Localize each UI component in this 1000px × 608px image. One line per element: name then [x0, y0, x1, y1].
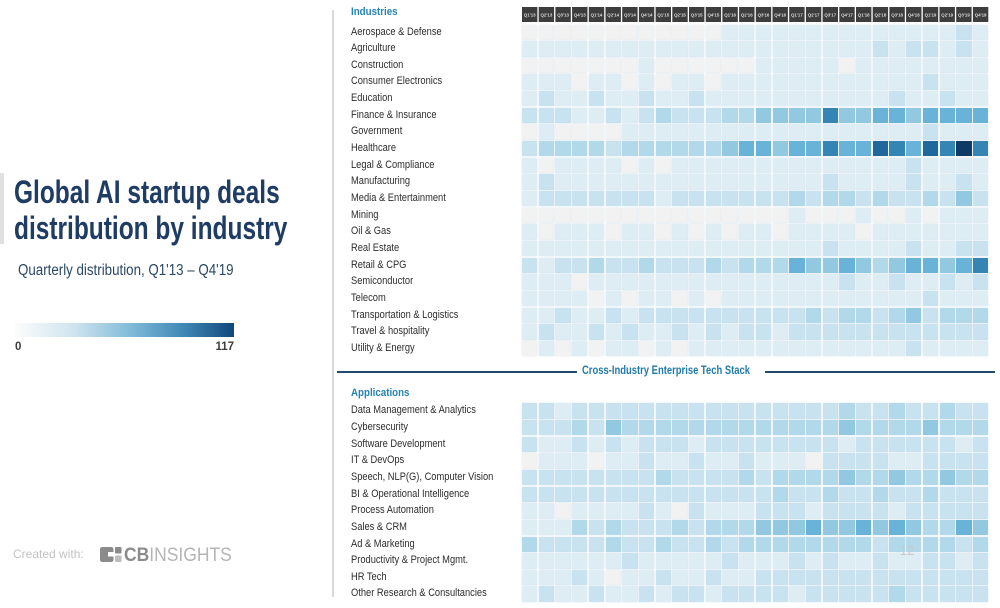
- svg-text:Q1'15: Q1'15: [657, 13, 669, 18]
- svg-text:Q4'19: Q4'19: [975, 13, 987, 18]
- svg-text:Q1'17: Q1'17: [791, 13, 803, 18]
- svg-text:Q3'13: Q3'13: [557, 13, 569, 18]
- svg-text:Q4'18: Q4'18: [908, 13, 920, 18]
- svg-text:Q3'15: Q3'15: [691, 13, 703, 18]
- svg-text:Q2'18: Q2'18: [875, 13, 887, 18]
- svg-text:Q2'14: Q2'14: [607, 13, 619, 18]
- svg-text:Q4'15: Q4'15: [708, 13, 720, 18]
- svg-text:Q1'18: Q1'18: [858, 13, 870, 18]
- svg-text:Q1'13: Q1'13: [524, 13, 536, 18]
- svg-text:Q2'19: Q2'19: [941, 13, 953, 18]
- svg-text:Q1'19: Q1'19: [925, 13, 937, 18]
- svg-text:Q4'13: Q4'13: [574, 13, 586, 18]
- svg-text:Q3'17: Q3'17: [824, 13, 836, 18]
- svg-text:Q2'15: Q2'15: [674, 13, 686, 18]
- svg-text:Q4'17: Q4'17: [841, 13, 853, 18]
- svg-text:Q2'13: Q2'13: [541, 13, 553, 18]
- svg-text:Q4'16: Q4'16: [774, 13, 786, 18]
- svg-text:Q3'14: Q3'14: [624, 13, 636, 18]
- svg-text:Q3'18: Q3'18: [891, 13, 903, 18]
- svg-text:Q1'14: Q1'14: [591, 13, 603, 18]
- svg-text:Q4'14: Q4'14: [641, 13, 653, 18]
- svg-text:Q3'16: Q3'16: [758, 13, 770, 18]
- svg-text:Q2'17: Q2'17: [808, 13, 820, 18]
- svg-text:Q1'16: Q1'16: [724, 13, 736, 18]
- svg-text:Q2'16: Q2'16: [741, 13, 753, 18]
- svg-text:Q3'19: Q3'19: [958, 13, 970, 18]
